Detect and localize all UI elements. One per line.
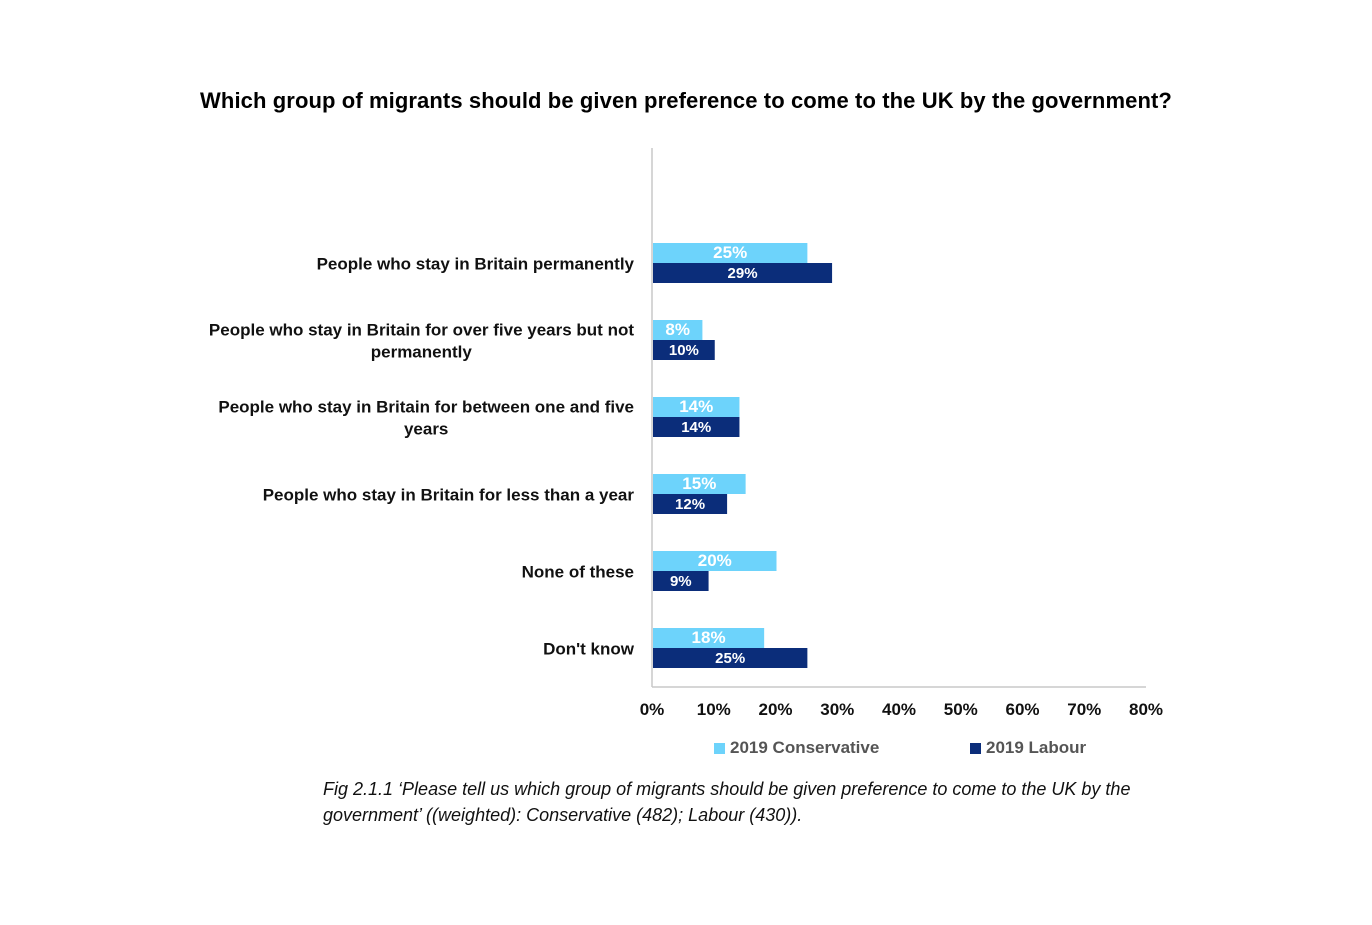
bar-labour: [653, 263, 833, 283]
data-label: 15%: [682, 474, 716, 493]
caption-fig-number: Fig 2.1.1: [323, 779, 394, 799]
data-label: 20%: [698, 551, 732, 570]
x-tick-label: 30%: [820, 700, 854, 719]
data-label: 9%: [670, 573, 692, 590]
figure-caption: Fig 2.1.1 ‘Please tell us which group of…: [323, 776, 1223, 828]
chart-title: Which group of migrants should be given …: [200, 88, 1172, 113]
category-label: permanently: [371, 343, 473, 362]
category-label: People who stay in Britain permanently: [317, 255, 635, 274]
category-label: years: [404, 420, 448, 439]
bar-labour: [653, 417, 740, 437]
bar-conservative: [653, 397, 740, 417]
category-label: People who stay in Britain for between o…: [218, 398, 634, 417]
x-tick-label: 40%: [882, 700, 916, 719]
bar-labour: [653, 340, 715, 360]
legend-label-labour: 2019 Labour: [986, 738, 1087, 757]
x-tick-label: 60%: [1005, 700, 1039, 719]
caption-text: ‘Please tell us which group of migrants …: [323, 779, 1131, 825]
bar-conservative: [653, 628, 765, 648]
data-label: 25%: [715, 650, 745, 667]
category-label: Don't know: [543, 640, 635, 659]
data-label: 29%: [728, 265, 758, 282]
data-label: 25%: [713, 243, 747, 262]
x-tick-label: 70%: [1067, 700, 1101, 719]
data-label: 10%: [669, 342, 699, 359]
bar-labour: [653, 494, 728, 514]
data-label: 18%: [692, 628, 726, 647]
bar-conservative: [653, 551, 777, 571]
legend-swatch-labour: [970, 742, 981, 754]
legend-item-labour: 2019 Labour: [970, 738, 1086, 758]
legend-item-conservative: 2019 Conservative: [714, 738, 879, 758]
data-label: 14%: [681, 419, 711, 436]
bar-labour: [653, 648, 808, 668]
x-tick-label: 10%: [697, 700, 731, 719]
data-label: 14%: [679, 397, 713, 416]
data-label: 12%: [675, 496, 705, 513]
legend-label-conservative: 2019 Conservative: [730, 738, 880, 757]
x-tick-label: 0%: [640, 700, 665, 719]
category-label: People who stay in Britain for over five…: [209, 321, 634, 340]
data-label: 8%: [665, 320, 690, 339]
x-tick-label: 20%: [758, 700, 792, 719]
x-tick-label: 50%: [944, 700, 978, 719]
bar-conservative: [653, 243, 808, 263]
bar-conservative: [653, 474, 746, 494]
bar-labour: [653, 571, 709, 591]
bar-conservative: [653, 320, 703, 340]
category-label: None of these: [522, 563, 634, 582]
legend-swatch-conservative: [714, 742, 725, 754]
category-label: People who stay in Britain for less than…: [263, 486, 635, 505]
x-tick-label: 80%: [1129, 700, 1163, 719]
